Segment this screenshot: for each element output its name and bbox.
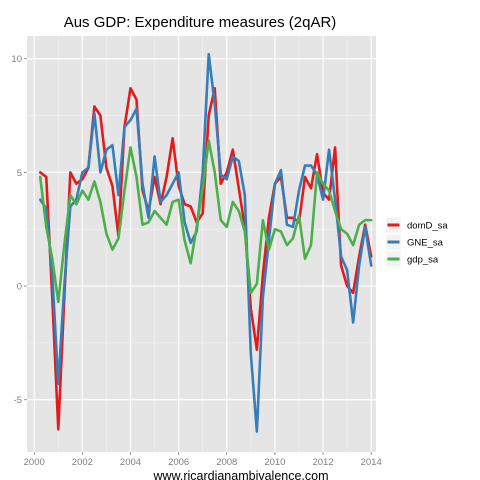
y-axis: -5 0 5 10 <box>11 54 27 406</box>
x-tick-label: 2006 <box>168 457 189 468</box>
chart-title: Aus GDP: Expenditure measures (2qAR) <box>64 14 337 31</box>
x-tick-label: 2014 <box>361 457 382 468</box>
y-tick-label: 0 <box>17 282 22 293</box>
legend-label-domD_sa: domD_sa <box>407 221 448 232</box>
x-tick-label: 2002 <box>72 457 93 468</box>
legend: domD_sa GNE_sa gdp_sa <box>385 216 448 268</box>
y-tick-label: 5 <box>17 168 22 179</box>
y-tick-label: 10 <box>11 54 22 65</box>
series-line-gdp_sa <box>38 139 373 304</box>
series-lines <box>38 52 373 433</box>
y-tick-label: -5 <box>14 395 22 406</box>
legend-label-GNE_sa: GNE_sa <box>407 238 444 249</box>
x-axis-caption: www.ricardianambivalence.com <box>152 469 328 480</box>
x-tick-label: 2000 <box>24 457 45 468</box>
legend-label-gdp_sa: gdp_sa <box>407 255 439 266</box>
x-tick-label: 2004 <box>120 457 141 468</box>
plot-panel <box>27 36 376 452</box>
major-grid <box>27 36 376 452</box>
x-tick-label: 2012 <box>312 457 333 468</box>
x-axis: 2000 2002 2004 2006 2008 2010 2012 2014 <box>24 452 382 468</box>
minor-grid <box>27 36 376 452</box>
x-tick-label: 2010 <box>264 457 285 468</box>
x-tick-label: 2008 <box>216 457 237 468</box>
